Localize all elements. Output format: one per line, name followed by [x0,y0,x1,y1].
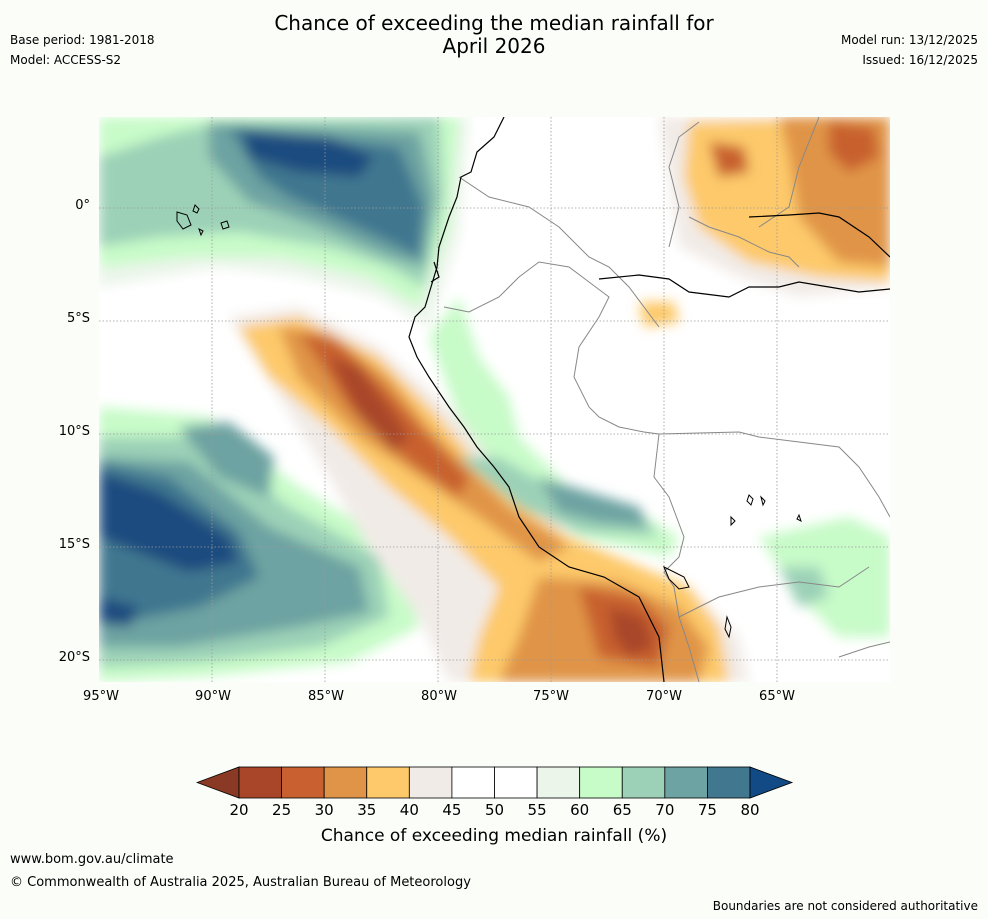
colorbar-tick-label: 65 [612,801,632,819]
website-link[interactable]: www.bom.gov.au/climate [10,852,174,867]
colorbar-tick-label: 30 [314,801,334,819]
colorbar-cell [281,766,325,799]
colorbar-cell [408,766,453,799]
titicaca-lake [663,565,690,590]
colorbar-cell [621,766,666,799]
inland-lakes [724,494,802,639]
field-e-65 [779,567,829,607]
galapagos-islands [176,204,230,237]
lon-label-65w: 65°W [759,689,795,704]
colorbar-tick-label: 45 [442,801,462,819]
field-sw-80b [99,597,139,627]
field-ne-25b [709,142,749,177]
field-ne-25 [829,122,879,172]
field-c-20b [609,607,654,657]
colorbar-over-triangle [749,766,794,799]
map-svg [99,117,890,682]
colorbar-cell [536,766,581,799]
field-c-20 [329,357,409,452]
map-title: Chance of exceeding the median rainfall … [0,12,988,58]
colorbar-caption: Chance of exceeding median rainfall (%) [320,826,668,846]
title-line-2: April 2026 [442,34,546,58]
colorbar-tick-label: 50 [484,801,505,819]
issued-date: Issued: 16/12/2025 [862,53,978,67]
coastlines [408,117,890,682]
colorbar-cell [323,766,368,799]
graticule [99,117,890,682]
colorbar-tick-label: 40 [399,801,419,819]
colorbar-cell [579,766,623,799]
colorbar-under-triangle [196,766,240,799]
rainfall-map[interactable] [99,117,890,682]
disclaimer-text: Boundaries are not considered authoritat… [712,899,978,913]
lat-label-20s: 20°S [58,650,90,665]
lon-label-80w: 80°W [421,689,457,704]
colorbar-cell [664,766,708,799]
colorbar-cell [707,766,751,799]
model-name: Model: ACCESS-S2 [10,53,122,67]
colorbar-ticks: 20 25 30 35 40 45 50 55 60 65 70 75 80 [0,801,988,821]
colorbar-tick-label: 60 [570,801,590,819]
colorbar-cell [238,766,282,799]
colorbar-cells [238,766,751,799]
colorbar-tick-label: 20 [229,801,249,819]
colorbar-cell [451,766,495,799]
country-borders [443,117,890,682]
meta-left: Base period: 1981-2018 Model: ACCESS-S2 [10,30,155,70]
copyright-text: © Commonwealth of Australia 2025, Austra… [10,875,471,890]
colorbar-tick-label: 80 [740,801,760,819]
lat-label-0: 0° [75,198,90,213]
base-period: Base period: 1981-2018 [10,33,155,47]
lat-label-10s: 10°S [58,424,90,439]
probability-field [99,117,890,682]
field-e-60 [759,517,890,637]
field-w-70 [179,422,274,497]
model-run: Model run: 13/12/2025 [840,33,978,47]
field-in-70 [539,477,649,527]
colorbar-tick-label: 35 [357,801,377,819]
colorbar-tick-label: 70 [655,801,675,819]
colorbar-tick-label: 75 [697,801,717,819]
field-80 [244,132,374,177]
colorbar-tick-label: 55 [527,801,547,819]
meta-right: Model run: 13/12/2025 Issued: 16/12/2025 [841,30,978,70]
colorbar [196,766,794,799]
title-line-1: Chance of exceeding the median rainfall … [274,11,714,35]
lat-label-5s: 5°S [66,311,90,326]
lon-label-70w: 70°W [646,689,682,704]
lat-label-15s: 15°S [58,537,90,552]
colorbar-cell [494,766,538,799]
lon-label-95w: 95°W [83,689,119,704]
lon-label-75w: 75°W [533,689,569,704]
lon-label-90w: 90°W [195,689,231,704]
colorbar-tick-label: 25 [272,801,292,819]
lon-label-85w: 85°W [308,689,344,704]
colorbar-cell [366,766,410,799]
